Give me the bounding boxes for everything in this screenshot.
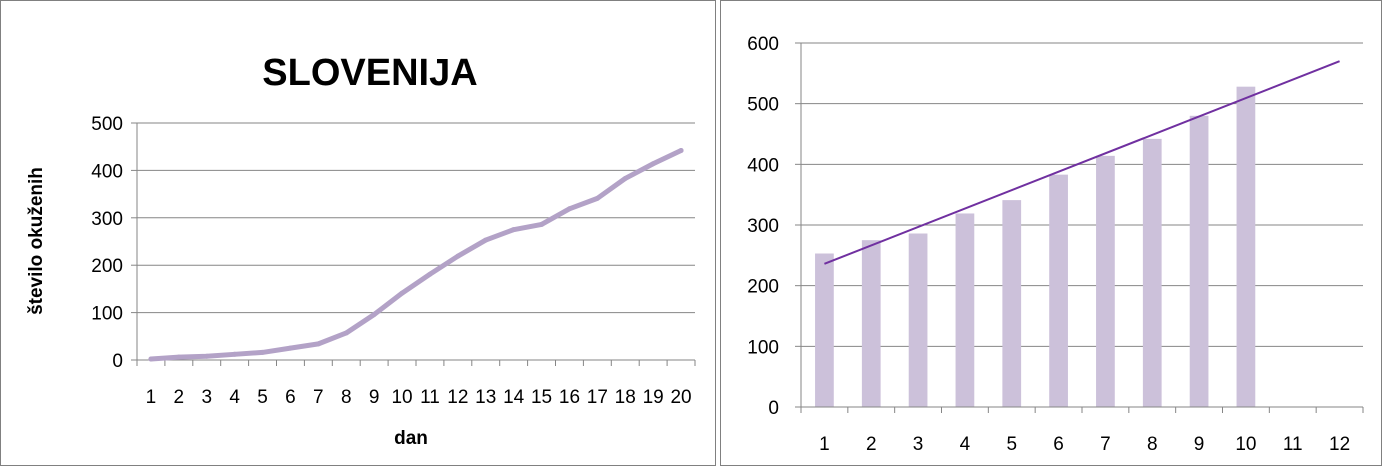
data-point xyxy=(371,311,377,317)
data-point xyxy=(483,237,489,243)
x-tick-label: 7 xyxy=(313,387,324,408)
x-tick-label: 12 xyxy=(447,387,468,408)
x-tick-label: 5 xyxy=(1006,434,1017,455)
bar xyxy=(1236,86,1256,408)
data-point xyxy=(511,227,517,233)
data-point xyxy=(427,271,433,277)
x-tick-label: 11 xyxy=(420,387,440,408)
x-tick-label: 6 xyxy=(285,387,296,408)
y-tick-label: 0 xyxy=(768,398,779,419)
x-tick-label: 3 xyxy=(201,387,212,408)
y-tick-label: 300 xyxy=(91,209,123,230)
data-point xyxy=(622,175,628,181)
x-tick-label: 9 xyxy=(369,387,380,408)
x-tick-label: 2 xyxy=(174,387,185,408)
data-point xyxy=(650,161,656,167)
bar xyxy=(908,233,928,407)
line-chart-panel: 0 100 200 300 400 500 1 2 3 4 5 6 7 8 9 10 11 12 13 14 15 16… xyxy=(0,0,716,466)
data-point xyxy=(287,345,293,351)
trend-line xyxy=(824,60,1340,265)
series-line xyxy=(148,147,684,362)
data-point xyxy=(678,147,684,153)
y-tick-label: 500 xyxy=(747,95,779,116)
bar xyxy=(861,240,881,407)
y-tick-label: 300 xyxy=(747,216,779,237)
y-tick-label: 400 xyxy=(91,161,123,182)
x-tick-label: 4 xyxy=(229,387,240,408)
data-point xyxy=(343,330,349,336)
x-tick-label: 1 xyxy=(146,387,157,408)
x-tick-label: 2 xyxy=(866,434,877,455)
x-tick-label: 19 xyxy=(643,387,664,408)
x-axis-label: dan xyxy=(394,428,428,449)
bar xyxy=(1049,174,1068,407)
data-point xyxy=(176,354,182,360)
x-tick-label: 3 xyxy=(913,434,924,455)
x-tick-label: 7 xyxy=(1100,434,1111,455)
data-point xyxy=(148,356,154,362)
x-tick-label: 5 xyxy=(257,387,268,408)
bar xyxy=(1142,138,1162,407)
x-tick-label: 15 xyxy=(531,387,552,408)
x-tick-label: 9 xyxy=(1194,434,1205,455)
y-tick-label: 100 xyxy=(91,304,123,325)
bar xyxy=(815,253,834,407)
bar xyxy=(1189,115,1209,408)
x-tick-label: 20 xyxy=(670,387,691,408)
data-point xyxy=(566,206,572,212)
y-tick-label: 400 xyxy=(747,155,779,176)
x-tick-label: 16 xyxy=(559,387,580,408)
data-point xyxy=(315,341,321,347)
x-tick-label: 8 xyxy=(341,387,352,408)
y-tick-label: 500 xyxy=(91,114,123,135)
data-point xyxy=(399,290,405,296)
y-tick-label: 0 xyxy=(112,351,123,372)
bar xyxy=(1096,155,1115,407)
x-tick-label: 12 xyxy=(1329,434,1350,455)
y-tick-label: 600 xyxy=(747,34,779,55)
bar xyxy=(955,213,975,407)
chart-title: SLOVENIJA xyxy=(262,52,477,94)
data-point xyxy=(232,351,238,357)
data-point xyxy=(204,353,210,359)
bar-chart-panel: 0 100 200 300 400 500 600 1 2 3 4 5 6 7 8 9 10 11 12 xyxy=(720,0,1382,466)
x-tick-label: 1 xyxy=(819,434,830,455)
bar xyxy=(1002,200,1022,407)
x-tick-label: 6 xyxy=(1053,434,1064,455)
x-tick-label: 18 xyxy=(615,387,636,408)
x-tick-label: 10 xyxy=(391,387,412,408)
data-point xyxy=(260,349,266,355)
x-tick-label: 11 xyxy=(1283,434,1303,455)
data-point xyxy=(455,253,461,259)
y-tick-label: 200 xyxy=(91,256,123,277)
x-tick-label: 14 xyxy=(503,387,525,408)
y-tick-label: 200 xyxy=(747,277,779,298)
x-tick-label: 17 xyxy=(587,387,608,408)
y-tick-label: 100 xyxy=(747,337,779,358)
x-tick-label: 8 xyxy=(1147,434,1158,455)
data-point xyxy=(539,221,545,227)
x-tick-label: 4 xyxy=(960,434,971,455)
x-tick-label: 10 xyxy=(1235,434,1256,455)
data-point xyxy=(594,195,600,201)
y-axis-label: število okuženih xyxy=(26,167,47,315)
x-tick-label: 13 xyxy=(475,387,496,408)
